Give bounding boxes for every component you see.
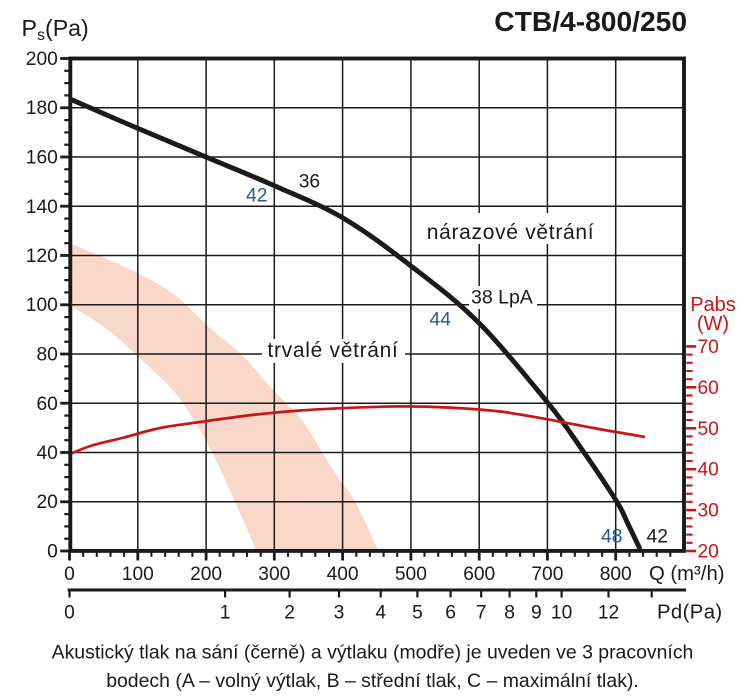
svg-text:20: 20 — [36, 492, 57, 513]
svg-text:3: 3 — [334, 602, 345, 623]
svg-text:60: 60 — [698, 378, 719, 399]
svg-text:nárazové větrání: nárazové větrání — [427, 221, 595, 244]
svg-text:42: 42 — [647, 526, 668, 547]
svg-text:9: 9 — [531, 602, 542, 623]
svg-text:0: 0 — [64, 564, 75, 585]
svg-text:48: 48 — [601, 527, 622, 548]
svg-text:Ps(Pa): Ps(Pa) — [22, 15, 89, 44]
svg-text:100: 100 — [122, 564, 154, 585]
svg-text:200: 200 — [26, 49, 58, 70]
svg-text:400: 400 — [327, 564, 359, 585]
svg-text:44: 44 — [430, 309, 452, 330]
svg-text:50: 50 — [698, 419, 719, 440]
svg-text:7: 7 — [476, 602, 487, 623]
svg-text:0: 0 — [64, 602, 75, 623]
svg-text:2: 2 — [284, 602, 295, 623]
svg-text:Q (m³/h): Q (m³/h) — [649, 563, 724, 585]
svg-text:8: 8 — [504, 602, 515, 623]
svg-text:5: 5 — [412, 602, 423, 623]
svg-text:180: 180 — [26, 98, 58, 119]
svg-text:40: 40 — [36, 443, 57, 464]
svg-text:38 LpA: 38 LpA — [471, 287, 533, 309]
svg-text:30: 30 — [698, 501, 719, 522]
svg-text:CTB/4-800/250: CTB/4-800/250 — [494, 5, 687, 37]
svg-text:42: 42 — [246, 186, 267, 207]
svg-text:160: 160 — [26, 148, 58, 169]
svg-text:36: 36 — [299, 172, 320, 193]
svg-text:700: 700 — [531, 564, 563, 585]
svg-text:120: 120 — [26, 246, 58, 267]
svg-text:Pd(Pa): Pd(Pa) — [657, 601, 723, 623]
svg-text:10: 10 — [551, 602, 572, 623]
svg-text:60: 60 — [36, 394, 57, 415]
svg-text:bodech (A – volný výtlak, B –: bodech (A – volný výtlak, B – střední tl… — [106, 670, 639, 692]
svg-text:trvalé větrání: trvalé větrání — [267, 339, 398, 362]
svg-text:300: 300 — [258, 564, 290, 585]
svg-text:100: 100 — [26, 295, 58, 316]
svg-text:70: 70 — [698, 337, 719, 358]
svg-text:600: 600 — [463, 564, 495, 585]
svg-text:Akustický tlak na sání (černě): Akustický tlak na sání (černě) a výtlaku… — [52, 642, 694, 664]
svg-text:500: 500 — [395, 564, 427, 585]
svg-text:200: 200 — [190, 564, 222, 585]
svg-text:140: 140 — [26, 197, 58, 218]
svg-text:20: 20 — [698, 542, 719, 563]
svg-text:6: 6 — [445, 602, 456, 623]
svg-text:1: 1 — [220, 602, 231, 623]
svg-text:12: 12 — [598, 602, 619, 623]
svg-text:40: 40 — [698, 460, 719, 481]
svg-text:800: 800 — [600, 564, 632, 585]
svg-text:4: 4 — [375, 602, 386, 623]
svg-text:80: 80 — [36, 345, 57, 366]
svg-text:(W): (W) — [697, 313, 729, 335]
svg-text:Pabs: Pabs — [690, 294, 736, 316]
svg-text:0: 0 — [47, 542, 58, 563]
